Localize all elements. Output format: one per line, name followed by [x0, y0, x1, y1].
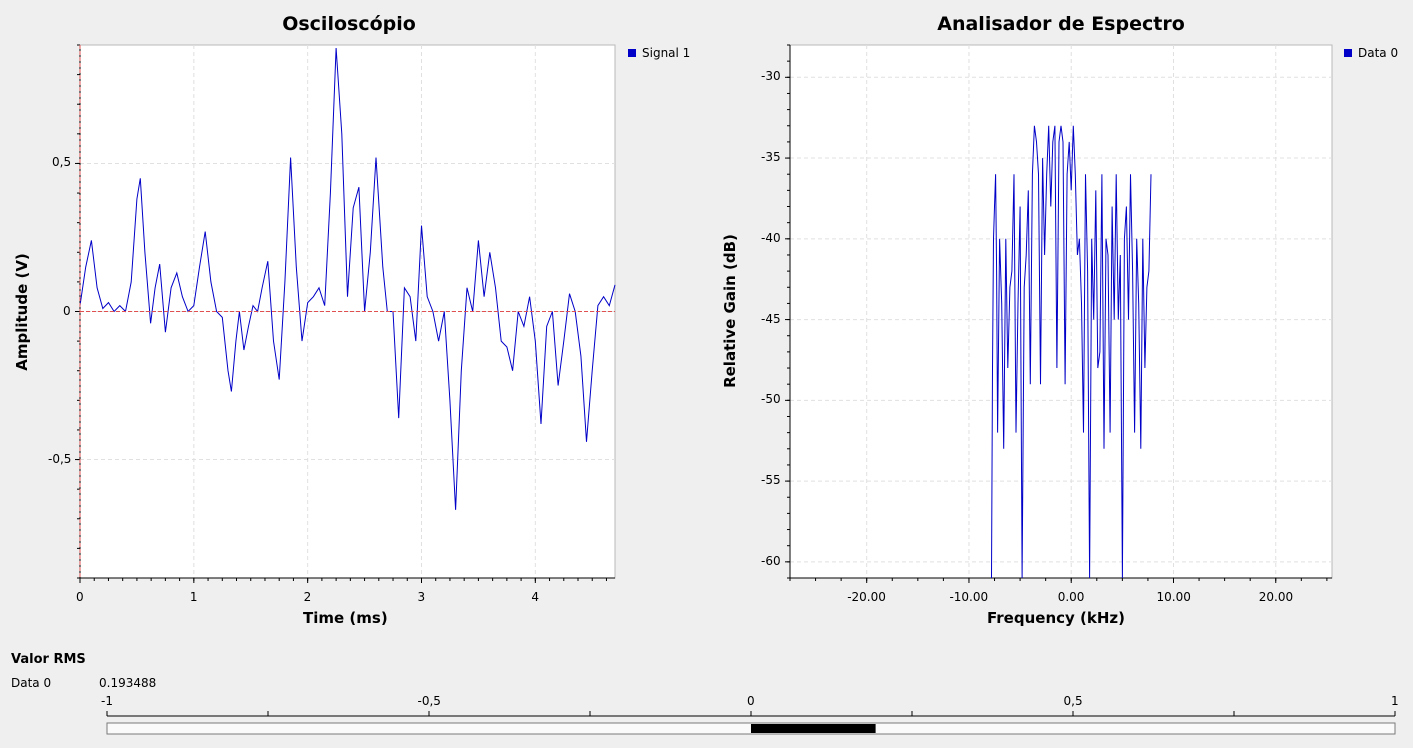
x-tick-label: -10.00 [949, 590, 989, 604]
y-tick-label: -40 [761, 230, 781, 245]
series-line [991, 125, 1152, 579]
series-line [79, 47, 616, 510]
legend-swatch-icon [628, 49, 636, 57]
y-tick-label: 0,5 [52, 155, 72, 170]
oscilloscope-xlabel: Time (ms) [303, 609, 388, 627]
y-tick-label: -60 [761, 553, 781, 568]
rms-bar-fill [751, 724, 876, 733]
rms-scale-label: -1 [101, 694, 113, 708]
legend-swatch-icon [1344, 49, 1352, 57]
x-tick-label: 3 [417, 590, 426, 604]
oscilloscope-title: Osciloscópio [282, 13, 416, 35]
oscilloscope-legend: Signal 1 [628, 46, 690, 60]
y-tick-label: -50 [761, 392, 781, 407]
x-tick-label: 4 [531, 590, 539, 604]
rms-scale-label: 1 [1391, 694, 1399, 708]
rms-scale-label: 0,5 [1063, 694, 1083, 708]
x-tick-label: 0 [76, 590, 84, 604]
y-tick-label: -55 [761, 473, 781, 488]
rms-scale-label: -0,5 [417, 694, 441, 708]
x-tick-label: 20.00 [1258, 590, 1294, 604]
x-tick-label: 10.00 [1156, 590, 1191, 604]
spectrum-legend: Data 0 [1344, 46, 1398, 60]
rms-series-label: Data 0 [11, 676, 52, 690]
spectrum-title: Analisador de Espectro [937, 13, 1185, 35]
x-tick-label: 0.00 [1057, 590, 1085, 604]
oscilloscope-legend-label: Signal 1 [642, 46, 691, 60]
rms-value: 0.193488 [99, 676, 157, 690]
y-tick-label: 0 [63, 303, 71, 318]
x-tick-label: 2 [303, 590, 312, 604]
rms-scale-label: 0 [747, 694, 755, 708]
rms-title: Valor RMS [11, 652, 86, 667]
x-tick-label: -20.00 [847, 590, 886, 604]
y-tick-label: -0,5 [48, 451, 72, 466]
spectrum-legend-label: Data 0 [1358, 46, 1399, 60]
y-tick-label: -35 [761, 150, 781, 165]
plot-area [789, 44, 1333, 579]
y-tick-label: -45 [761, 311, 781, 326]
spectrum-xlabel: Frequency (kHz) [987, 609, 1125, 627]
y-tick-label: -30 [761, 69, 781, 84]
x-tick-label: 1 [189, 590, 198, 604]
